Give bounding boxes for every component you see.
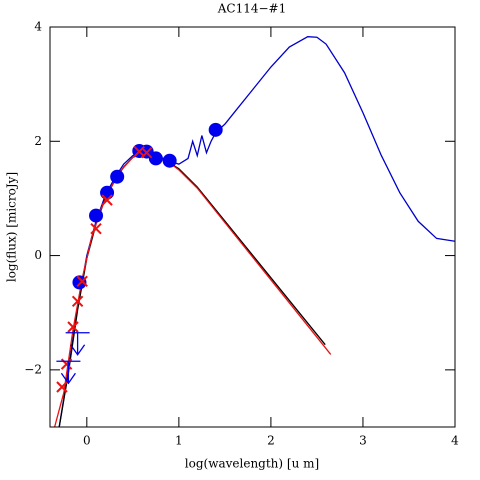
model-point <box>76 275 88 287</box>
upper-limit <box>65 332 90 356</box>
data-point <box>162 153 177 168</box>
x-tick-label: 4 <box>451 434 459 448</box>
x-axis-label: log(wavelength) [u m] <box>185 457 319 471</box>
y-tick-label: −2 <box>24 362 42 376</box>
data-point <box>208 122 223 137</box>
model-point <box>71 295 84 307</box>
model-curve <box>58 153 326 427</box>
data-point <box>110 169 125 184</box>
x-tick-label: 3 <box>359 434 367 448</box>
y-axis-label: log(flux) [microJy] <box>5 172 19 282</box>
y-tick-label: 2 <box>34 134 42 148</box>
model-curve <box>58 36 455 427</box>
model-point <box>140 147 153 159</box>
model-curve <box>53 152 332 427</box>
plot-area <box>53 36 455 427</box>
upper-limit <box>56 360 81 385</box>
model-point <box>101 194 113 206</box>
data-point <box>100 185 115 200</box>
model-point <box>56 381 68 393</box>
y-tick-label: 0 <box>34 248 42 262</box>
x-tick-label: 1 <box>175 434 183 448</box>
x-tick-label: 2 <box>267 434 275 448</box>
x-tick-label: 0 <box>83 434 91 448</box>
y-tick-label: 4 <box>34 20 42 34</box>
model-point <box>90 223 102 235</box>
chart-title: AC114−#1 <box>217 2 287 16</box>
plot-frame <box>49 26 456 428</box>
data-point <box>148 151 163 166</box>
model-point <box>67 321 79 333</box>
data-point <box>89 208 104 223</box>
data-point <box>72 275 87 290</box>
